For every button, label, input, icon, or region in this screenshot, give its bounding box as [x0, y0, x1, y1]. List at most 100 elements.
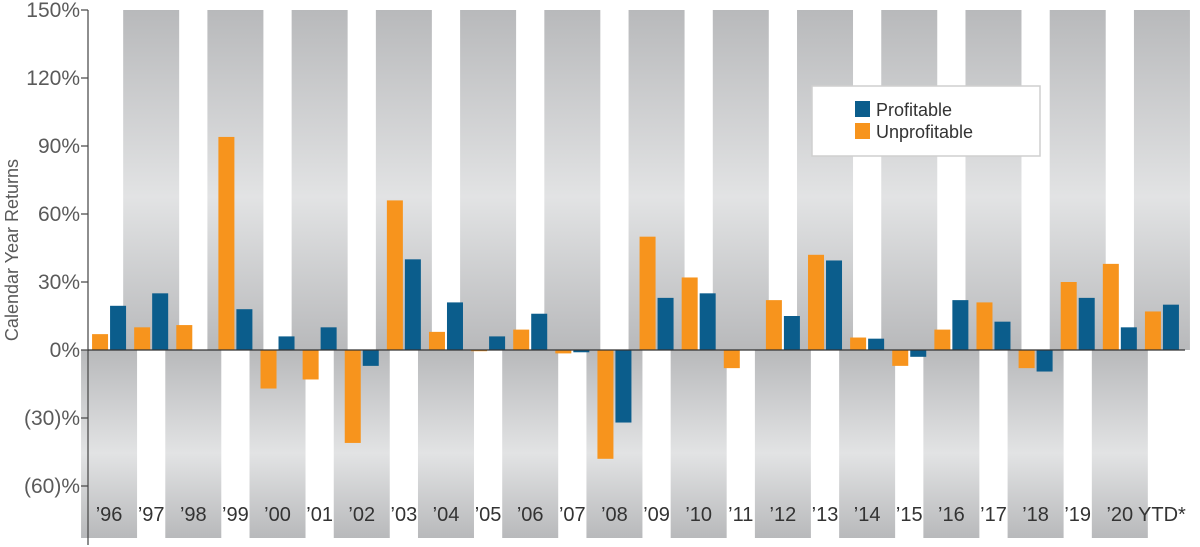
bar-unprofitable [1018, 350, 1035, 369]
legend-swatch-unprofitable [855, 123, 870, 139]
background-stripe [81, 350, 138, 538]
background-stripe [965, 10, 1022, 350]
category-label: ’09 [643, 504, 670, 526]
category-label: ’04 [433, 504, 460, 526]
bar-unprofitable [892, 350, 909, 366]
bar-unprofitable [934, 329, 951, 350]
category-label: ’96 [96, 504, 123, 526]
background-stripe [797, 10, 854, 350]
legend-box [811, 85, 1041, 157]
background-stripe [249, 350, 306, 538]
bar-profitable [110, 305, 127, 350]
y-tick-label: 0% [50, 339, 80, 362]
bar-unprofitable [1060, 282, 1077, 350]
bar-unprofitable [260, 350, 277, 389]
bar-profitable [783, 316, 800, 350]
bar-unprofitable [134, 327, 151, 350]
y-tick-label: (30)% [24, 407, 80, 430]
category-label: ’18 [1022, 504, 1049, 526]
bar-unprofitable [850, 337, 867, 350]
category-label: ’17 [980, 504, 1007, 526]
bar-profitable [952, 300, 969, 350]
bar-profitable [236, 309, 253, 350]
bar-profitable [699, 293, 716, 350]
y-axis-ticks: (60)% (30)% 0% 30% 60% 90% 120% 150% [24, 0, 88, 498]
bar-unprofitable [344, 350, 361, 443]
bar-profitable [868, 338, 885, 350]
background-stripe [1049, 10, 1106, 350]
bar-unprofitable [386, 200, 403, 350]
category-label: ’02 [348, 504, 375, 526]
background-stripe [207, 10, 264, 350]
bar-unprofitable [428, 331, 445, 350]
y-tick-label: (60)% [24, 475, 80, 498]
background-stripe [333, 350, 390, 538]
background-stripe [712, 10, 769, 350]
category-label: ’07 [559, 504, 586, 526]
bar-profitable [657, 297, 674, 350]
legend: Profitable Unprofitable [811, 85, 1041, 157]
category-label: ’06 [517, 504, 544, 526]
category-labels: ’96 ’97 ’98 ’99 ’00 ’01 ’02 ’03 ’04 ’05 ’06 ’07 ’08 ’… [96, 504, 1186, 526]
category-label: ’14 [854, 504, 881, 526]
bar-profitable [1162, 304, 1179, 350]
category-label: ’08 [601, 504, 628, 526]
bar-profitable [404, 259, 421, 350]
background-stripe [123, 10, 180, 350]
bar-unprofitable [1102, 263, 1119, 350]
bar-profitable [278, 336, 295, 350]
category-label: ’03 [391, 504, 418, 526]
bar-profitable [320, 327, 337, 350]
bar-unprofitable [1144, 311, 1161, 350]
y-tick-label: 30% [38, 271, 80, 294]
bar-profitable [362, 350, 379, 366]
category-label: ’97 [138, 504, 165, 526]
bar-profitable [910, 350, 927, 357]
bar-unprofitable [218, 136, 235, 350]
bar-unprofitable [681, 277, 698, 350]
bar-unprofitable [302, 350, 319, 380]
category-label: YTD* [1138, 504, 1186, 526]
bar-profitable [531, 313, 548, 350]
legend-swatch-profitable [855, 101, 870, 117]
bar-profitable [1036, 350, 1053, 372]
background-stripe [1133, 10, 1190, 350]
bar-profitable [826, 260, 843, 350]
legend-label-unprofitable: Unprofitable [876, 122, 973, 142]
category-label: ’19 [1064, 504, 1091, 526]
bar-profitable [615, 350, 632, 423]
y-tick-label: 150% [26, 0, 80, 22]
category-label: ’12 [770, 504, 797, 526]
bar-profitable [446, 302, 463, 350]
y-tick-label: 120% [26, 67, 80, 90]
bar-unprofitable [597, 350, 614, 459]
bars [92, 136, 1179, 459]
bar-unprofitable [513, 329, 530, 350]
category-label: ’20 [1106, 504, 1133, 526]
bar-unprofitable [555, 350, 572, 354]
bar-unprofitable [976, 302, 993, 350]
category-label: ’13 [812, 504, 839, 526]
y-tick-label: 90% [38, 135, 80, 158]
category-label: ’05 [475, 504, 502, 526]
background-stripe [754, 350, 811, 538]
bar-profitable [489, 336, 506, 350]
bar-unprofitable [723, 350, 740, 369]
background-stripe [1091, 350, 1148, 538]
background-stripe [586, 350, 643, 538]
background-stripe [375, 10, 432, 350]
background-stripe [923, 350, 980, 538]
background-stripe [544, 10, 601, 350]
bar-unprofitable [92, 334, 109, 350]
background-stripe [460, 10, 517, 350]
bar-unprofitable [176, 325, 193, 350]
y-axis-title: Calendar Year Returns [2, 159, 22, 341]
background-stripe [628, 10, 685, 350]
background-stripe [881, 10, 938, 350]
background-stripe [1007, 350, 1064, 538]
bar-profitable [1078, 297, 1095, 350]
category-label: ’00 [264, 504, 291, 526]
category-label: ’10 [685, 504, 712, 526]
bar-profitable [1120, 327, 1137, 350]
